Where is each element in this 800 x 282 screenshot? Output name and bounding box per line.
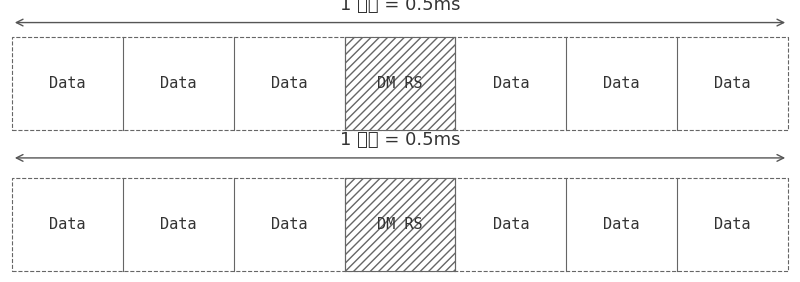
Text: Data: Data xyxy=(160,217,197,232)
Text: Data: Data xyxy=(49,217,86,232)
Text: Data: Data xyxy=(493,217,529,232)
Text: Data: Data xyxy=(603,217,640,232)
Bar xyxy=(566,178,677,271)
Bar xyxy=(12,178,788,271)
Text: Data: Data xyxy=(160,76,197,91)
Bar xyxy=(566,37,677,130)
Bar xyxy=(12,178,123,271)
Text: Data: Data xyxy=(603,76,640,91)
Text: DM RS: DM RS xyxy=(377,76,423,91)
Bar xyxy=(677,37,788,130)
Bar xyxy=(345,178,455,271)
Bar xyxy=(345,37,455,130)
Text: Data: Data xyxy=(714,76,751,91)
Bar xyxy=(455,178,566,271)
Bar xyxy=(123,178,234,271)
Bar xyxy=(677,178,788,271)
Text: Data: Data xyxy=(49,76,86,91)
Text: DM RS: DM RS xyxy=(377,217,423,232)
Text: 1 时隙 = 0.5ms: 1 时隙 = 0.5ms xyxy=(340,0,460,14)
Bar xyxy=(123,37,234,130)
Text: Data: Data xyxy=(271,76,307,91)
Text: Data: Data xyxy=(271,217,307,232)
Bar xyxy=(234,178,345,271)
Text: 1 时隙 = 0.5ms: 1 时隙 = 0.5ms xyxy=(340,131,460,149)
Bar xyxy=(12,37,788,130)
Text: Data: Data xyxy=(493,76,529,91)
Text: Data: Data xyxy=(714,217,751,232)
Bar xyxy=(234,37,345,130)
Bar xyxy=(12,37,123,130)
Bar xyxy=(455,37,566,130)
